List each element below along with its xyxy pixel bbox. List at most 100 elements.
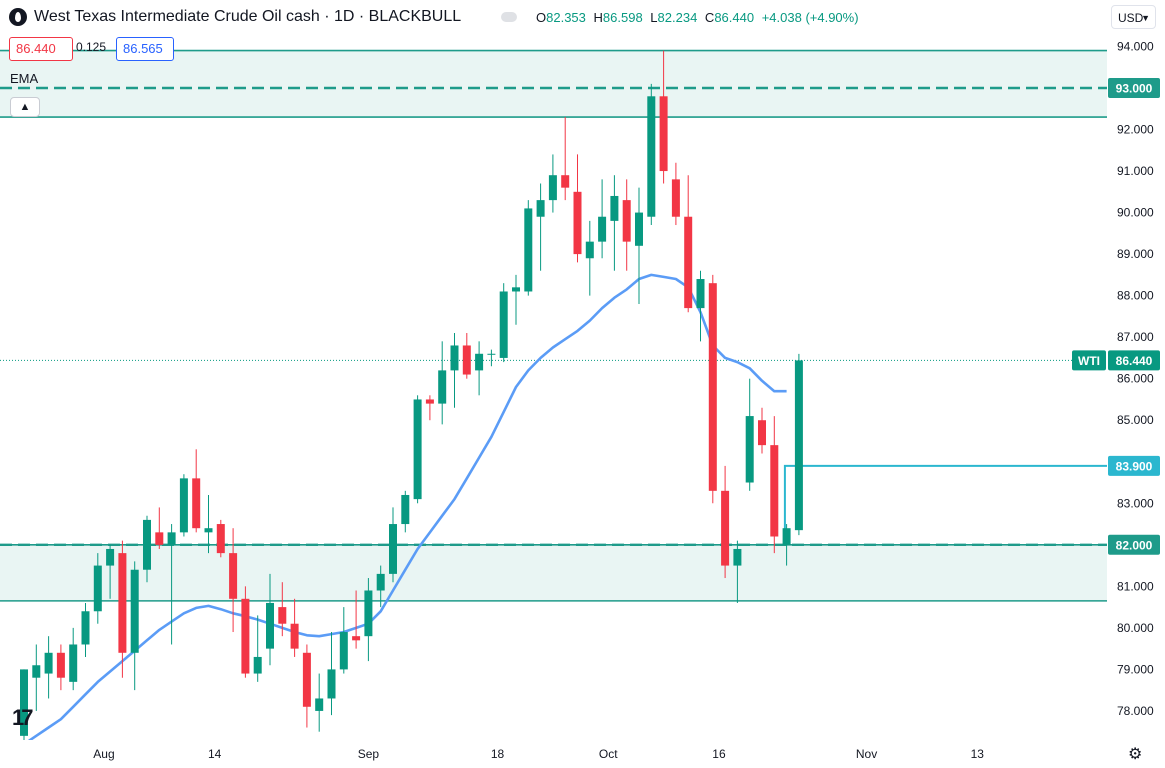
candle-body [512,287,520,292]
candle-body [179,478,188,533]
candle-body [266,602,274,649]
candle-body [499,291,508,358]
level-badge [1108,77,1160,98]
x-tick-label: Aug [93,747,114,761]
candle-body [524,208,533,292]
candle-body [721,490,730,566]
candle-body [130,569,139,653]
x-tick-label: 18 [491,747,505,761]
candle-body [647,96,656,217]
ema-line [27,273,787,740]
candle-body [204,528,213,533]
last-price-badge [1108,350,1160,371]
collapse-indicators-button[interactable]: ▲ [10,97,40,117]
zone-fill-1 [0,544,1107,601]
ema-indicator-label[interactable]: EMA [10,71,39,86]
candle-body [229,553,238,599]
close-key: C [704,10,715,25]
currency-select[interactable]: USD ▼ [1111,5,1156,29]
candle-body [81,611,90,645]
candle-body [671,179,680,217]
candle-body [450,345,459,371]
market-status-icon [501,12,517,22]
candle-body [635,212,643,246]
candle-body [339,632,348,670]
open-key: O [536,10,547,25]
candle-body [290,623,299,649]
high-key: H [593,10,603,25]
change-value: +4.038 (+4.90%) [761,10,859,25]
candle-body [167,532,176,545]
y-tick-label: 78.000 [1117,704,1154,718]
candle-body [376,573,385,591]
candle-body [598,216,607,242]
candle-body [389,524,397,574]
candle-body [155,532,164,545]
candle-body [69,644,78,682]
close-value: 86.440 [714,10,755,25]
candle-body [401,494,410,525]
candle-body [413,399,422,500]
x-tick-label: 16 [712,747,726,761]
y-tick-label: 79.000 [1117,662,1154,676]
currency-label: USD [1118,11,1144,25]
candle-body [708,283,717,491]
candle-body [118,553,127,653]
candle-body [143,519,151,570]
candle-body [585,241,594,259]
sell-price-button[interactable]: 86.440 [9,37,73,61]
candle-body [733,548,742,566]
zone-fill-0 [0,50,1107,118]
target-line-2 [783,464,1107,537]
y-tick-label: 81.000 [1117,579,1154,593]
candle-body [241,598,250,674]
symbol-logo-icon [9,8,27,26]
spread-value: 0.125 [76,40,107,54]
low-value: 82.234 [657,10,698,25]
candle-body [315,698,324,711]
y-tick-label: 87.000 [1117,330,1154,344]
chart-title[interactable]: West Texas Intermediate Crude Oil cash ·… [34,8,462,25]
candle-body [782,528,791,545]
candle-body [20,669,28,736]
last-price-badge-label: 86.440 [1116,354,1153,368]
candle-body [425,399,434,404]
candle-body [475,353,484,371]
candle-body [536,200,545,217]
chevron-up-icon: ▲ [19,101,31,113]
y-tick-label: 83.000 [1117,496,1154,510]
candle-body [696,279,705,309]
x-tick-label: Oct [599,747,618,761]
level-badge [1108,455,1160,476]
candle-body [327,669,336,699]
candle-body [610,195,619,221]
candle-body [352,636,361,641]
x-tick-label: Nov [856,747,877,761]
candle-body [462,345,471,375]
candle-body [548,175,557,201]
candle-body [659,96,668,172]
chevron-down-icon: ▼ [1141,13,1150,23]
candle-body [770,445,779,537]
candle-body [622,200,631,242]
candle-body [438,370,447,404]
y-tick-label: 86.000 [1117,372,1154,386]
candle-body [106,548,115,566]
candle-body [684,216,693,309]
candle-body [364,590,373,637]
symbol-badge-label: WTI [1078,354,1100,368]
candle-body [487,353,496,355]
level-badge-label: 83.900 [1116,459,1153,473]
y-tick-label: 80.000 [1117,621,1154,635]
x-tick-label: Sep [358,747,380,761]
buy-price-button[interactable]: 86.565 [116,37,174,61]
candle-body [93,565,102,612]
candle-body [561,175,570,188]
level-badge-label: 82.000 [1116,538,1153,552]
level-badge [1108,534,1160,555]
tradingview-logo-icon[interactable]: 17 [12,705,34,730]
plot-area [0,49,1107,740]
gear-icon[interactable]: ⚙ [1128,746,1143,763]
candle-body [758,420,766,446]
